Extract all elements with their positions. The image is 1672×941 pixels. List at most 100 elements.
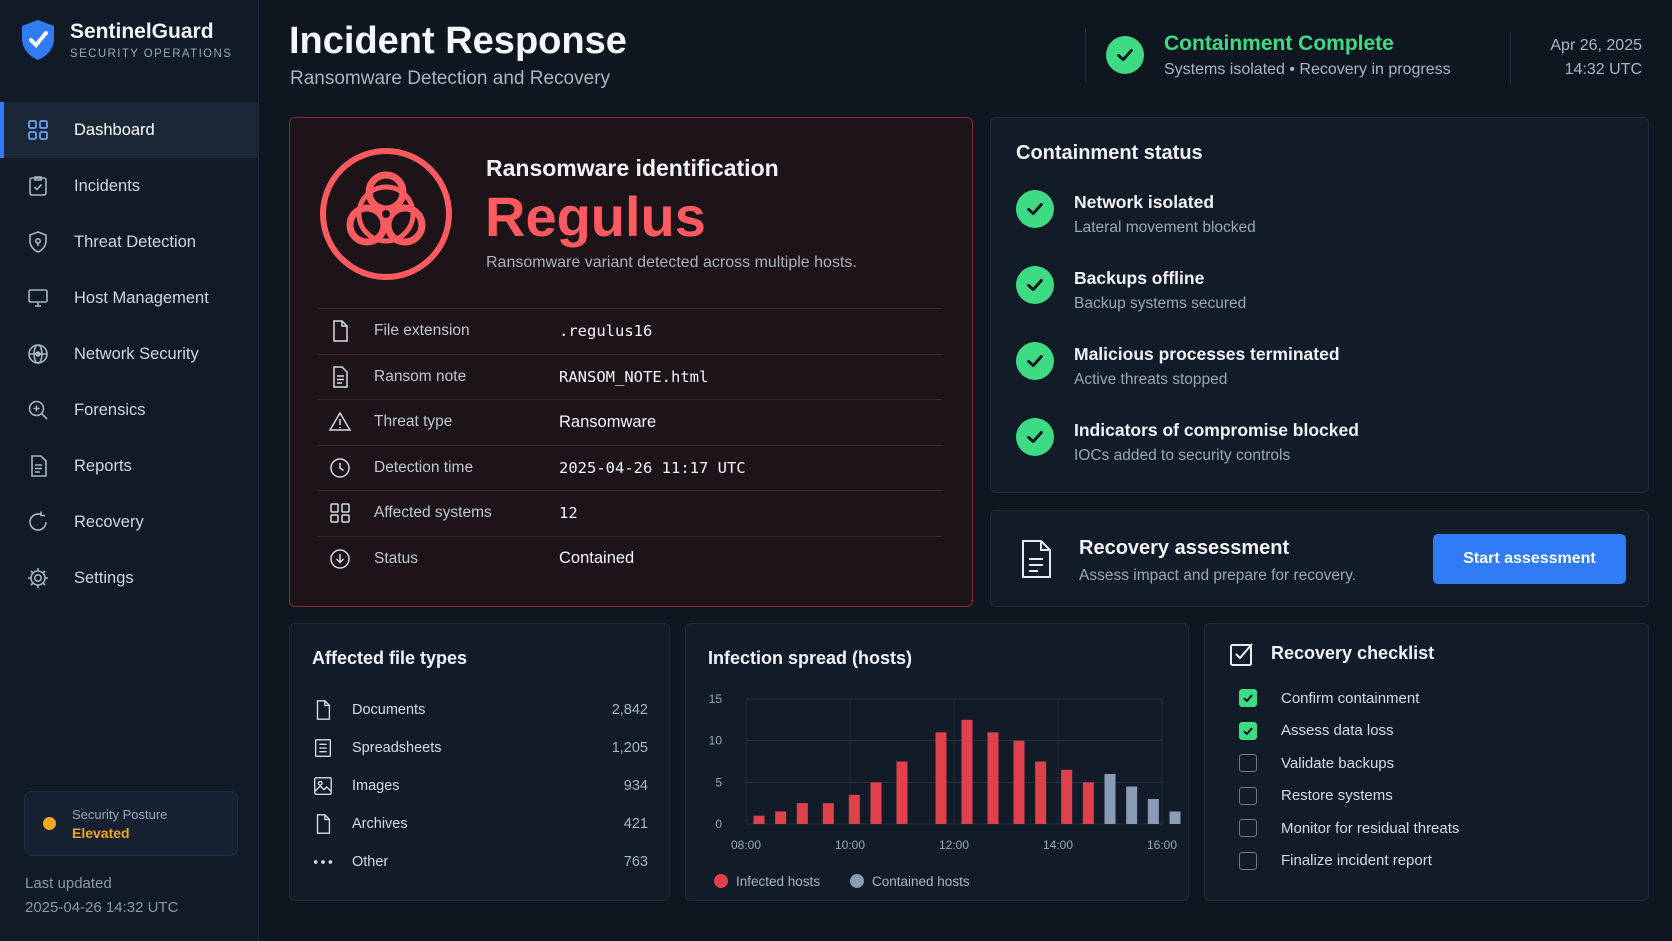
containment-status-banner: Containment Complete Systems isolated • …: [1085, 28, 1451, 82]
checklist-item[interactable]: Assess data loss: [1239, 715, 1459, 748]
containment-item-sub: Active threats stopped: [1074, 371, 1228, 388]
checklist-item-label: Validate backups: [1281, 754, 1395, 772]
ransomware-description: Ransomware variant detected across multi…: [486, 254, 857, 271]
infection-spread-card: Infection spread (hosts) 0 5 10 15 08:00 10:0…: [685, 623, 1189, 901]
list-item: Archives 421: [312, 805, 648, 843]
affected-file-types-card: Affected file types Documents 2,842 Spre…: [289, 623, 670, 901]
page-subtitle: Ransomware Detection and Recovery: [290, 68, 610, 89]
sidebar-item-incidents[interactable]: Incidents: [0, 158, 259, 214]
last-updated-value: 2025-04-26 14:32 UTC: [25, 899, 179, 916]
sidebar-item-label: Network Security: [74, 344, 199, 363]
bar-infected: [1013, 740, 1025, 824]
checkbox-checked[interactable]: [1239, 721, 1257, 740]
legend-marker-contained: [850, 874, 864, 888]
checkbox-checked[interactable]: [1239, 689, 1257, 708]
checkbox-unchecked[interactable]: [1239, 819, 1257, 838]
start-assessment-button[interactable]: Start assessment: [1433, 534, 1626, 584]
containment-item-title: Malicious processes terminated: [1074, 344, 1340, 364]
list-item: Documents 2,842: [312, 691, 648, 729]
check-circle-icon: [1106, 36, 1144, 74]
bar-infected: [796, 803, 808, 824]
note-icon: [333, 366, 348, 388]
detail-value: 12: [559, 504, 578, 523]
check-circle-icon: [1016, 418, 1054, 456]
x-tick-label: 14:00: [1043, 838, 1073, 852]
more-icon: [313, 860, 333, 864]
status-title: Containment Complete: [1164, 31, 1394, 55]
detail-key: Detection time: [374, 458, 474, 476]
detail-value: 2025-04-26 11:17 UTC: [559, 458, 746, 477]
y-tick-label: 0: [715, 817, 722, 831]
legend-marker-infected: [714, 874, 728, 888]
file-type-count: 934: [623, 778, 648, 794]
recovery-checklist-card: Recovery checklist Confirm containment A…: [1204, 623, 1649, 901]
gear-icon: [28, 568, 48, 588]
brand[interactable]: SentinelGuard SECURITY OPERATIONS: [20, 18, 232, 62]
clipboard-check-icon: [29, 176, 47, 196]
detail-key: File extension: [374, 322, 470, 340]
checklist-item[interactable]: Restore systems: [1239, 780, 1459, 813]
sidebar-item-threat-detection[interactable]: Threat Detection: [0, 214, 259, 270]
refresh-icon: [29, 511, 47, 531]
bar-infected: [961, 719, 973, 824]
checklist-item[interactable]: Confirm containment: [1239, 682, 1459, 715]
biohazard-icon: [320, 148, 452, 280]
containment-item-title: Backups offline: [1074, 268, 1205, 288]
bar-infected: [896, 761, 908, 824]
detail-value: .regulus16: [559, 322, 653, 341]
page-title: Incident Response: [289, 20, 627, 62]
checklist-item-label: Assess data loss: [1281, 722, 1394, 740]
bar-infected: [1082, 782, 1094, 824]
grid-icon: [28, 120, 48, 140]
security-posture-panel: Security Posture Elevated: [24, 791, 238, 856]
download-circle-icon: [330, 549, 350, 569]
archive-icon: [316, 814, 331, 834]
checkbox-unchecked[interactable]: [1239, 786, 1257, 805]
checklist-item[interactable]: Validate backups: [1239, 747, 1459, 780]
recovery-assessment-subtitle: Assess impact and prepare for recovery.: [1079, 567, 1357, 584]
detail-key: Ransom note: [374, 367, 467, 385]
bar-infected: [775, 811, 787, 824]
bar-infected: [1061, 769, 1073, 824]
warning-icon: [328, 411, 352, 431]
file-type-count: 763: [623, 854, 648, 870]
last-updated-label: Last updated: [25, 875, 112, 892]
shield-icon: [29, 231, 47, 253]
bar-contained: [1104, 774, 1116, 824]
checklist-item[interactable]: Finalize incident report: [1239, 845, 1459, 878]
sidebar-item-network-security[interactable]: Network Security: [0, 326, 259, 382]
checklist-item[interactable]: Monitor for residual threats: [1239, 812, 1459, 845]
chart-title: Infection spread (hosts): [708, 648, 913, 668]
monitor-icon: [28, 289, 48, 307]
detail-row-threat-type: Threat type Ransomware: [318, 399, 942, 445]
brand-subtitle: SECURITY OPERATIONS: [70, 48, 233, 60]
detail-row-affected-systems: Affected systems 12: [318, 490, 942, 536]
sidebar-item-recovery[interactable]: Recovery: [0, 494, 259, 550]
document-icon: [31, 455, 47, 477]
bar-contained: [1126, 786, 1138, 824]
image-icon: [314, 777, 332, 795]
file-icon: [316, 700, 331, 720]
bar-infected: [1035, 761, 1047, 824]
sidebar-item-dashboard[interactable]: Dashboard: [0, 102, 259, 158]
sidebar-item-settings[interactable]: Settings: [0, 550, 259, 606]
sidebar-item-label: Recovery: [74, 512, 144, 531]
checkbox-unchecked[interactable]: [1239, 754, 1257, 773]
sidebar-item-host-management[interactable]: Host Management: [0, 270, 259, 326]
sidebar-item-forensics[interactable]: Forensics: [0, 382, 259, 438]
sidebar-item-reports[interactable]: Reports: [0, 438, 259, 494]
checkbox-unchecked[interactable]: [1239, 851, 1257, 870]
bar-contained: [1147, 799, 1159, 824]
file-type-name: Documents: [352, 702, 426, 718]
y-tick-label: 10: [709, 734, 723, 748]
file-icon: [333, 320, 348, 342]
sidebar-item-label: Dashboard: [74, 120, 155, 139]
systems-icon: [330, 503, 350, 523]
recovery-assessment-title: Recovery assessment: [1079, 537, 1290, 559]
containment-item: Network isolated Lateral movement blocked: [1016, 190, 1359, 266]
bar-contained: [1169, 811, 1181, 824]
x-tick-label: 12:00: [939, 838, 969, 852]
detail-row-detection-time: Detection time 2025-04-26 11:17 UTC: [318, 444, 942, 491]
check-circle-icon: [1016, 190, 1054, 228]
posture-value: Elevated: [72, 824, 130, 841]
